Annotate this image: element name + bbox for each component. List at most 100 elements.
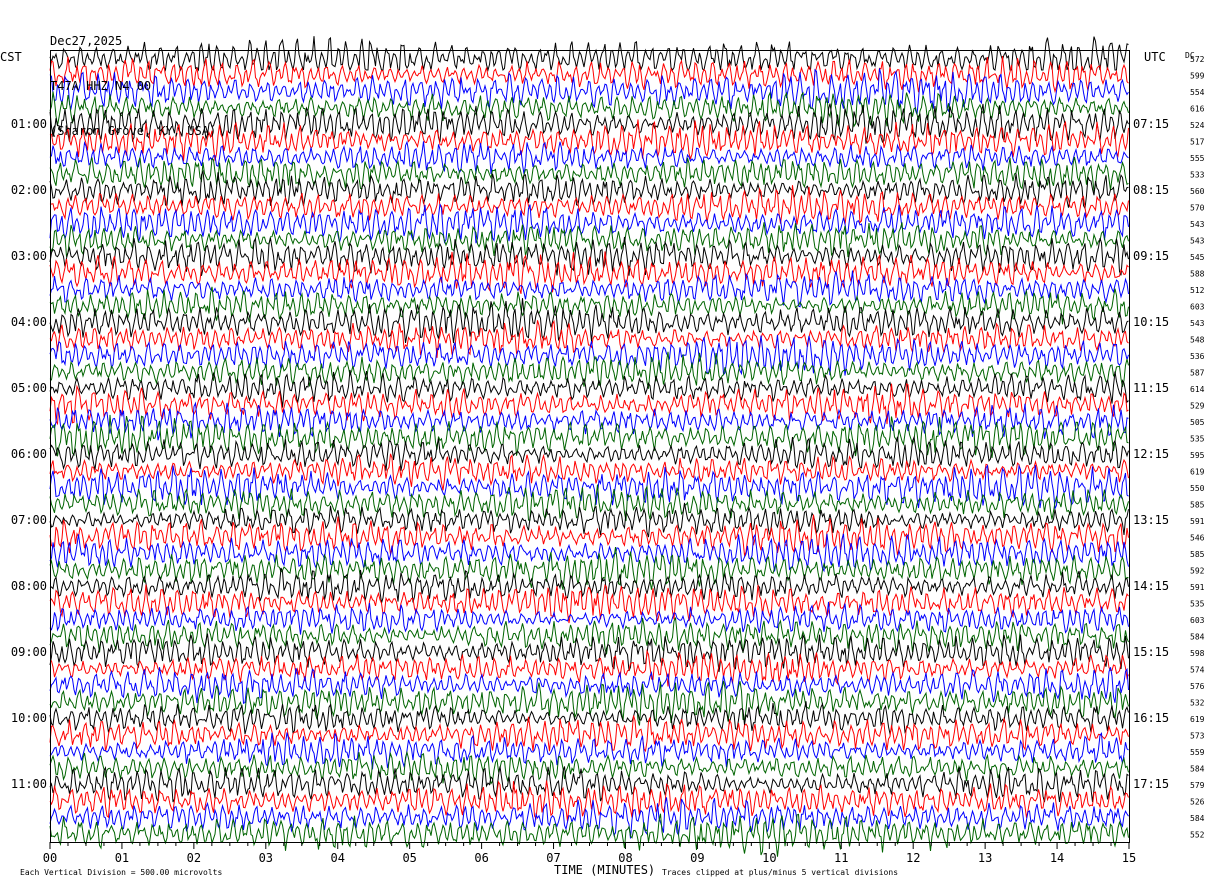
dc-offset: 512 <box>1190 286 1205 295</box>
right-time-label: 13:15 <box>1133 513 1169 527</box>
trace-row <box>49 667 1129 705</box>
left-time-label: 04:00 <box>11 315 47 329</box>
x-tick-label: 06 <box>474 851 488 865</box>
trace-row <box>49 286 1129 325</box>
right-time-label: 07:15 <box>1133 117 1169 131</box>
channel-text: T47A HHZ N4 00 <box>50 79 152 93</box>
trace-row <box>49 502 1129 538</box>
x-tick-label: 03 <box>259 851 273 865</box>
dc-offset: 603 <box>1190 616 1205 625</box>
trace-row <box>49 369 1129 408</box>
trace-row <box>49 731 1129 770</box>
trace-row <box>49 383 1129 426</box>
dc-offset: 559 <box>1190 748 1205 757</box>
trace-row <box>49 414 1129 459</box>
dc-offset: 532 <box>1190 699 1205 708</box>
trace-row <box>49 236 1129 276</box>
trace-row <box>49 298 1129 344</box>
dc-offset: 552 <box>1190 831 1205 840</box>
trace-row <box>49 633 1129 673</box>
trace-row <box>49 715 1129 753</box>
dc-offset: 554 <box>1190 88 1205 97</box>
cst-label: CST <box>0 50 22 64</box>
trace-row <box>49 567 1129 604</box>
right-time-label: 16:15 <box>1133 711 1169 725</box>
dc-offset: 524 <box>1190 121 1205 130</box>
dc-offset: 584 <box>1190 633 1205 642</box>
trace-row <box>49 351 1129 389</box>
dc-label: DC <box>1185 51 1195 60</box>
trace-row <box>49 547 1129 590</box>
dc-offset: 588 <box>1190 270 1205 279</box>
trace-row <box>49 780 1129 822</box>
dc-offset: 529 <box>1190 402 1205 411</box>
dc-offset: 550 <box>1190 484 1205 493</box>
dc-offset: 591 <box>1190 583 1205 592</box>
left-time-label: 05:00 <box>11 381 47 395</box>
trace-row <box>49 797 1129 839</box>
seismic-traces <box>49 36 1129 857</box>
trace-row <box>49 750 1129 785</box>
dc-offset: 517 <box>1190 138 1205 147</box>
dc-offset: 526 <box>1190 798 1205 807</box>
utc-label: UTC <box>1144 50 1166 64</box>
left-time-label: 09:00 <box>11 645 47 659</box>
x-tick-label: 00 <box>43 851 57 865</box>
dc-offset: 545 <box>1190 253 1205 262</box>
trace-row <box>49 251 1129 294</box>
trace-row <box>49 169 1129 211</box>
dc-offset: 546 <box>1190 534 1205 543</box>
dc-offset: 576 <box>1190 682 1205 691</box>
trace-row <box>49 680 1129 726</box>
dc-offset: 543 <box>1190 319 1205 328</box>
right-time-label: 10:15 <box>1133 315 1169 329</box>
dc-offset: 584 <box>1190 814 1205 823</box>
trace-row <box>49 334 1129 376</box>
dc-offset: 599 <box>1190 72 1205 81</box>
trace-row <box>49 464 1129 509</box>
right-time-label: 14:15 <box>1133 579 1169 593</box>
dc-offset: 598 <box>1190 649 1205 658</box>
dc-offset: 616 <box>1190 105 1205 114</box>
right-time-label: 08:15 <box>1133 183 1169 197</box>
right-time-label: 09:15 <box>1133 249 1169 263</box>
left-time-label: 07:00 <box>11 513 47 527</box>
dc-offset: 592 <box>1190 567 1205 576</box>
trace-row <box>49 140 1129 175</box>
trace-row <box>49 103 1129 144</box>
x-tick-label: 01 <box>115 851 129 865</box>
trace-row <box>49 701 1129 736</box>
date-text: Dec27,2025 <box>50 34 123 48</box>
dc-offset-labels: 572 599 554 616 524 517 555 533 560 570 543 543 545 5… <box>1190 55 1205 840</box>
x-tick-label: 05 <box>402 851 416 865</box>
dc-offset: 619 <box>1190 715 1205 724</box>
trace-row <box>49 484 1129 522</box>
trace-row <box>49 435 1129 471</box>
dc-offset: 533 <box>1190 171 1205 180</box>
dc-offset: 555 <box>1190 154 1205 163</box>
left-time-label: 02:00 <box>11 183 47 197</box>
dc-offset: 595 <box>1190 451 1205 460</box>
dc-offset: 543 <box>1190 220 1205 229</box>
trace-row <box>49 401 1129 441</box>
left-time-label: 03:00 <box>11 249 47 263</box>
trace-row <box>49 185 1129 225</box>
scale-note: Each Vertical Division = 500.00 microvol… <box>20 868 222 877</box>
trace-row <box>49 514 1129 557</box>
trace-row <box>49 222 1129 258</box>
right-time-label: 17:15 <box>1133 777 1169 791</box>
trace-row <box>49 91 1129 128</box>
x-tick-label: 02 <box>187 851 201 865</box>
x-tick-label: 04 <box>331 851 345 865</box>
trace-row <box>49 319 1129 358</box>
x-tick-label: 10 <box>762 851 776 865</box>
station-header: Dec27,2025 T47A HHZ N4 00 (Sharon Grove,… <box>50 4 216 154</box>
right-time-label: 12:15 <box>1133 447 1169 461</box>
dc-offset: 560 <box>1190 187 1205 196</box>
x-tick-label: 14 <box>1050 851 1064 865</box>
trace-row <box>49 453 1129 491</box>
dc-offset: 574 <box>1190 666 1205 675</box>
dc-offset: 535 <box>1190 435 1205 444</box>
left-time-labels: 01:00 02:00 03:00 04:00 05:00 06:00 07:00 08:00… <box>11 117 47 791</box>
trace-row <box>49 649 1129 687</box>
